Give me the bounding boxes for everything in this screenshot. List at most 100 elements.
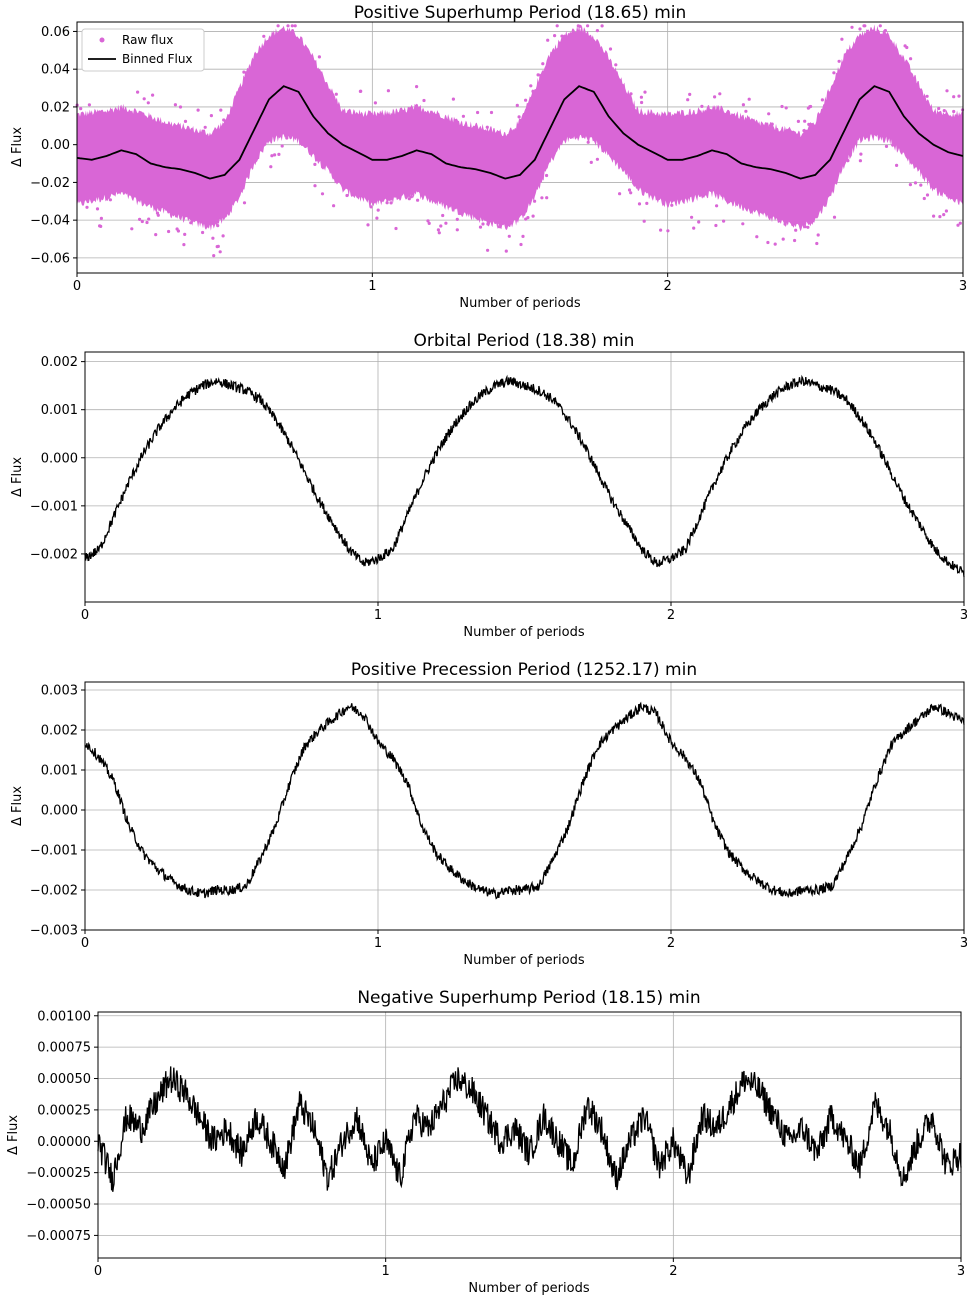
raw-flux-point — [942, 213, 946, 217]
raw-flux-point — [529, 84, 533, 88]
raw-flux-point — [285, 136, 289, 140]
chart-title: Orbital Period (18.38) min — [414, 331, 635, 351]
y-tick-label: 0.00075 — [37, 1041, 91, 1056]
raw-flux-points — [75, 24, 965, 258]
raw-flux-point — [99, 216, 103, 220]
raw-flux-point — [846, 159, 850, 163]
raw-flux-point — [945, 89, 949, 93]
chart-title: Negative Superhump Period (18.15) min — [357, 988, 700, 1008]
raw-flux-point — [436, 228, 440, 232]
raw-flux-point — [286, 24, 290, 28]
raw-flux-point — [183, 232, 187, 236]
raw-flux-point — [345, 193, 349, 198]
raw-flux-point — [690, 215, 694, 219]
raw-flux-point — [519, 242, 523, 247]
raw-flux-point — [533, 199, 537, 203]
x-tick-label: 0 — [81, 608, 89, 623]
raw-flux-point — [555, 24, 559, 28]
raw-flux-point — [146, 101, 150, 105]
y-tick-label: 0.00000 — [37, 1135, 91, 1150]
raw-flux-point — [816, 233, 820, 237]
raw-flux-point — [545, 196, 549, 200]
raw-flux-point — [741, 103, 746, 107]
raw-flux-point — [142, 97, 146, 101]
raw-flux-point — [375, 216, 379, 220]
y-tick-label: 0.000 — [41, 804, 78, 819]
raw-flux-point — [600, 24, 604, 28]
raw-flux-point — [526, 216, 530, 220]
raw-flux-point — [373, 101, 377, 105]
flux-line — [84, 374, 965, 578]
raw-flux-point — [277, 152, 281, 156]
raw-flux-point — [95, 207, 100, 211]
y-tick-label: −0.003 — [30, 924, 78, 939]
raw-flux-point — [151, 93, 155, 97]
raw-flux-point — [922, 196, 926, 201]
raw-flux-point — [957, 94, 961, 98]
y-tick-label: 0.00 — [41, 138, 70, 153]
raw-flux-point — [937, 106, 941, 111]
raw-flux-point — [270, 154, 274, 158]
raw-flux-point — [837, 59, 841, 63]
raw-flux-point — [507, 234, 511, 238]
raw-flux-point — [956, 223, 960, 227]
raw-flux-point — [108, 198, 112, 202]
raw-flux-point — [952, 109, 956, 114]
raw-flux-point — [645, 201, 649, 205]
x-tick-label: 1 — [368, 279, 376, 294]
raw-flux-point — [531, 214, 535, 218]
y-tick-label: 0.02 — [41, 100, 70, 115]
binned-flux-line — [76, 85, 964, 180]
raw-flux-point — [182, 243, 186, 247]
raw-flux-point — [781, 237, 785, 241]
y-tick-label: 0.00100 — [37, 1009, 91, 1024]
raw-flux-point — [666, 229, 670, 233]
raw-flux-point — [909, 57, 913, 61]
plot-frame — [84, 681, 965, 931]
raw-flux-point — [803, 225, 807, 229]
raw-flux-point — [952, 95, 956, 99]
y-tick-label: −0.001 — [30, 844, 78, 859]
raw-flux-point — [140, 219, 144, 224]
raw-flux-point — [183, 119, 188, 123]
raw-flux-point — [359, 89, 363, 93]
raw-flux-point — [942, 109, 946, 113]
raw-flux-point — [515, 103, 519, 107]
raw-flux-point — [426, 219, 430, 223]
raw-flux-point — [686, 98, 690, 102]
raw-flux-band — [77, 24, 963, 232]
y-tick-label: 0.001 — [41, 403, 78, 418]
raw-flux-point — [155, 211, 160, 215]
raw-flux-point — [895, 163, 899, 167]
y-tick-label: 0.002 — [41, 355, 78, 370]
raw-flux-point — [320, 192, 325, 196]
raw-flux-point — [212, 254, 216, 258]
chart-panel-orbital: Orbital Period (18.38) min Number of per… — [10, 331, 634, 640]
raw-flux-point — [578, 24, 582, 28]
x-tick-label: 3 — [960, 608, 967, 623]
raw-flux-point — [643, 90, 647, 94]
raw-flux-point — [768, 124, 773, 128]
raw-flux-point — [175, 227, 179, 231]
raw-flux-point — [203, 125, 207, 129]
raw-flux-point — [820, 98, 825, 102]
raw-flux-point — [891, 143, 895, 147]
y-axis-label: Δ Flux — [10, 127, 25, 167]
legend: Raw flux Binned Flux — [81, 28, 205, 72]
raw-flux-point — [280, 144, 284, 148]
x-tick-label: 2 — [664, 279, 672, 294]
y-tick-label: −0.001 — [30, 499, 78, 514]
y-tick-label: −0.04 — [30, 214, 70, 229]
x-tick-label: 1 — [382, 1264, 390, 1279]
raw-flux-point — [476, 110, 480, 115]
y-tick-label: 0.00025 — [37, 1103, 91, 1118]
raw-flux-point — [486, 222, 490, 226]
raw-flux-point — [242, 201, 247, 205]
raw-flux-point — [178, 105, 183, 109]
x-tick-label: 0 — [94, 1264, 102, 1279]
raw-flux-point — [766, 240, 770, 245]
legend-binned-flux-label: Binned Flux — [122, 52, 193, 66]
y-tick-label: −0.00025 — [26, 1166, 91, 1181]
raw-flux-point — [639, 95, 644, 99]
raw-flux-point — [714, 223, 718, 228]
